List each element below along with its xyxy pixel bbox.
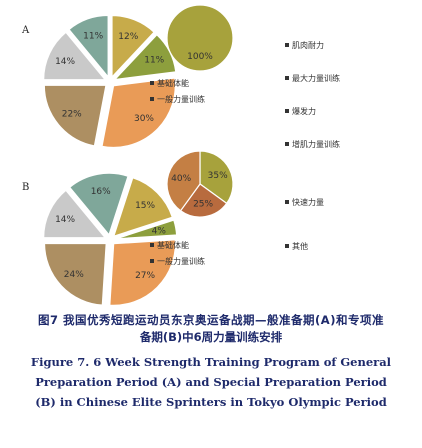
- pie-slice: [114, 218, 178, 240]
- pie-slice: [199, 150, 234, 205]
- legend-entry: 基础体能: [157, 240, 189, 250]
- pie-slice: [42, 189, 108, 239]
- slice-label: 22%: [62, 110, 82, 120]
- pie-slice: [179, 183, 228, 218]
- legend-entry: 一般力量训练: [157, 94, 205, 104]
- slice-label: 11%: [144, 55, 164, 65]
- pie-slice: [166, 150, 201, 212]
- legend-entry: 肌肉耐力: [292, 40, 324, 50]
- legend-entry: 爆发力: [292, 106, 316, 116]
- pie-slice: [108, 238, 177, 307]
- slice-label: 40%: [171, 174, 191, 184]
- pie-slice: [166, 4, 234, 72]
- slice-label: 12%: [118, 32, 138, 42]
- slice-label: 30%: [134, 114, 154, 124]
- pie-slice: [111, 14, 156, 80]
- caption-en-line1: Figure 7. 6 Week Strength Training Progr…: [30, 355, 392, 369]
- legend-entry: 其他: [292, 241, 308, 251]
- pie-slice: [42, 31, 108, 81]
- caption-en-line2: Preparation Period (A) and Special Prepa…: [35, 375, 387, 389]
- pie-slice: [43, 84, 108, 147]
- legend-marker: [285, 142, 289, 146]
- legend-marker: [285, 43, 289, 47]
- legend-marker: [285, 200, 289, 204]
- slice-label: 100%: [187, 52, 213, 62]
- slice-label: 25%: [193, 200, 213, 210]
- slice-label: 14%: [55, 57, 75, 67]
- slice-label: 27%: [135, 271, 155, 281]
- legend-marker: [285, 76, 289, 80]
- legend-entry: 快速力量: [292, 197, 324, 207]
- legend-marker: [285, 244, 289, 248]
- legend-entry: 增肌力量训练: [292, 139, 340, 149]
- legend-marker: [150, 259, 154, 263]
- slice-label: 35%: [208, 171, 228, 181]
- pie-slice: [43, 242, 108, 307]
- slice-label: 24%: [64, 270, 84, 280]
- panel-label: B: [22, 182, 29, 193]
- pie-slice: [112, 176, 174, 238]
- legend-entry: 最大力量训练: [292, 73, 340, 83]
- legend-entry: 基础体能: [157, 78, 189, 88]
- legend-marker: [150, 97, 154, 101]
- slice-label: 14%: [55, 215, 75, 225]
- caption-en-line3: (B) in Chinese Elite Sprinters in Tokyo …: [35, 395, 387, 409]
- caption-cn-line2: 备期(B)中6周力量训练安排: [139, 330, 283, 344]
- legend-marker: [285, 109, 289, 113]
- legend-marker: [150, 243, 154, 247]
- panel-label: A: [21, 25, 30, 36]
- slice-label: 16%: [91, 187, 111, 197]
- slice-label: 4%: [152, 227, 167, 237]
- pie-slice: [67, 14, 110, 80]
- slice-label: 11%: [83, 31, 103, 41]
- caption-cn-line1: 图7 我国优秀短跑运动员东京奥运备战期—般准备期(A)和专项准: [38, 313, 384, 327]
- legend-entry: 一般力量训练: [157, 256, 205, 266]
- legend-marker: [150, 81, 154, 85]
- pie-slice: [100, 77, 177, 149]
- pie-slice: [68, 172, 130, 237]
- slice-label: 15%: [135, 201, 155, 211]
